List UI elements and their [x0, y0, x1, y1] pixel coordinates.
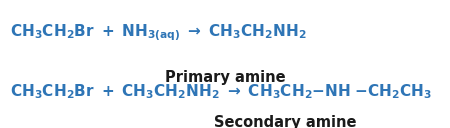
Text: $\mathregular{CH_3CH_2Br\ +\ NH_{3(aq)}\ \rightarrow\ CH_3CH_2NH_2}$: $\mathregular{CH_3CH_2Br\ +\ NH_{3(aq)}\… — [10, 22, 306, 42]
Text: $\mathregular{CH_3CH_2Br\ +\ CH_3CH_2NH_2\ \rightarrow\ CH_3CH_2{-}NH\ {-}CH_2CH: $\mathregular{CH_3CH_2Br\ +\ CH_3CH_2NH_… — [10, 82, 432, 101]
Text: Primary amine: Primary amine — [165, 70, 285, 85]
Text: Secondary amine: Secondary amine — [215, 115, 357, 128]
